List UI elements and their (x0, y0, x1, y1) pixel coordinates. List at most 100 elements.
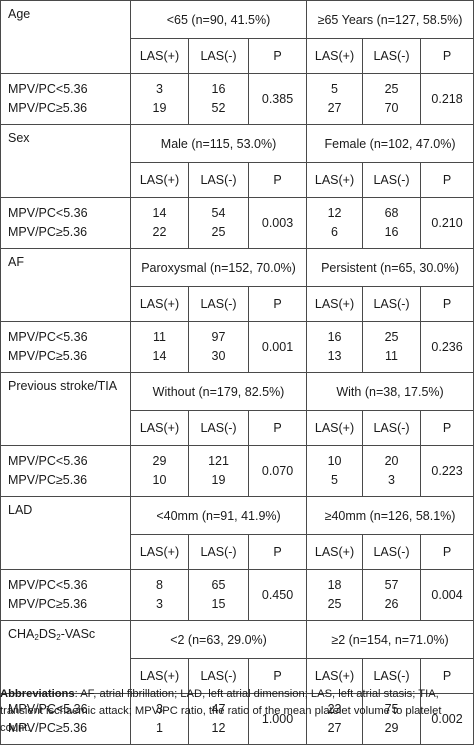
g1-p-value: 0.450 (247, 569, 308, 621)
g1-las-neg-value: 65 (211, 578, 226, 592)
col-header-las-pos: LAS(+) (306, 410, 364, 446)
g1-las-neg-value: 25 (211, 225, 226, 239)
g1-las-neg-value: 52 (211, 101, 226, 115)
group2-header: ≥2 (n=154, n=71.0%) (306, 620, 474, 659)
g1-las-pos-value: 10 (152, 473, 167, 487)
variable-label-part: DS (38, 627, 57, 641)
g2-las-pos: 5 27 (306, 73, 364, 125)
g2-las-neg-value: 3 (388, 473, 395, 487)
col-header-p: P (247, 534, 308, 570)
variable-label-part: 2 (56, 633, 61, 642)
section-header-row: CHA2DS2-VASc <2 (n=63, 29.0%) ≥2 (n=154, n… (0, 620, 474, 694)
group1-header: Paroxysmal (n=152, 70.0%) (129, 248, 308, 287)
g2-las-pos-value: 23 (327, 702, 342, 716)
col-header-las-pos: LAS(+) (130, 162, 189, 198)
col-header-las-neg: LAS(-) (362, 534, 422, 570)
table-row: MPV/PC<5.36 MPV/PC≥5.36 14 22 54 25 0.003 12 6 68… (0, 197, 474, 249)
g2-las-neg: 25 70 (362, 73, 422, 125)
group1-header: Male (n=115, 53.0%) (129, 124, 308, 163)
column-header-row: LAS(+) LAS(-) P LAS(+) LAS(-) P (1, 162, 474, 198)
g2-las-neg-value: 70 (384, 101, 399, 115)
footnote: Abbreviations: AF, atrial fibrillation; … (0, 686, 474, 737)
g2-las-neg-value: 75 (384, 702, 399, 716)
col-header-las-neg: LAS(-) (188, 286, 249, 322)
g1-las-neg: 54 25 (188, 197, 249, 249)
g1-las-neg-value: 54 (211, 206, 226, 220)
group1-header: <2 (n=63, 29.0%) (129, 620, 308, 659)
g1-las-pos-value: 3 (156, 82, 163, 96)
g2-las-neg-value: 57 (384, 578, 399, 592)
variable-label-part: -VASc (60, 627, 96, 641)
row-label: MPV/PC≥5.36 (8, 597, 88, 611)
col-header-las-pos: LAS(+) (130, 38, 189, 74)
g1-las-pos-value: 11 (153, 330, 166, 344)
col-header-las-pos: LAS(+) (306, 38, 364, 74)
g1-p-value: 0.003 (247, 197, 308, 249)
col-header-p: P (247, 162, 308, 198)
col-header-p: P (420, 534, 474, 570)
g2-las-pos-value: 18 (327, 578, 342, 592)
section-header-row: LAD <40mm (n=91, 41.9%) ≥40mm (n=126, 58.1… (0, 496, 474, 570)
g1-las-pos-value: 29 (152, 454, 167, 468)
g1-las-neg-value: 19 (211, 473, 226, 487)
variable-label: Previous stroke/TIA (0, 372, 131, 446)
g2-p-value: 0.218 (420, 73, 474, 125)
g2-las-neg-value: 25 (384, 330, 399, 344)
column-header-row: LAS(+) LAS(-) P LAS(+) LAS(-) P (1, 534, 474, 570)
row-labels: MPV/PC<5.36 MPV/PC≥5.36 (0, 321, 131, 373)
g1-las-neg-value: 16 (211, 82, 226, 96)
table-row: MPV/PC<5.36 MPV/PC≥5.36 8 3 65 15 0.450 18 25 57 2… (0, 569, 474, 621)
g2-las-pos: 12 6 (306, 197, 364, 249)
g2-las-neg: 68 16 (362, 197, 422, 249)
col-header-p: P (247, 38, 308, 74)
column-header-row: LAS(+) LAS(-) P LAS(+) LAS(-) P (1, 410, 474, 446)
row-label: MPV/PC<5.36 (8, 330, 88, 344)
g2-las-pos: 18 25 (306, 569, 364, 621)
g2-las-neg: 57 26 (362, 569, 422, 621)
table-row: MPV/PC<5.36 MPV/PC≥5.36 29 10 121 19 0.070 10 5 2… (0, 445, 474, 497)
col-header-p: P (420, 38, 474, 74)
g1-las-pos-value: 8 (156, 578, 163, 592)
group1-header: <40mm (n=91, 41.9%) (129, 496, 308, 535)
g1-las-pos: 3 19 (130, 73, 189, 125)
g2-las-neg-value: 25 (384, 82, 399, 96)
g1-las-pos-value: 3 (156, 597, 163, 611)
section-header-row: Age <65 (n=90, 41.5%) ≥65 Years (n=127, 58… (0, 0, 474, 74)
row-label: MPV/PC≥5.36 (8, 225, 88, 239)
section-header-row: Previous stroke/TIA Without (n=179, 82.5%… (0, 372, 474, 446)
row-labels: MPV/PC<5.36 MPV/PC≥5.36 (0, 197, 131, 249)
g2-las-neg: 20 3 (362, 445, 422, 497)
group2-header: With (n=38, 17.5%) (306, 372, 474, 411)
g2-las-pos-value: 13 (327, 349, 342, 363)
col-header-las-neg: LAS(-) (362, 162, 422, 198)
g1-las-neg-value: 97 (211, 330, 226, 344)
g1-las-pos: 29 10 (130, 445, 189, 497)
row-labels: MPV/PC<5.36 MPV/PC≥5.36 (0, 569, 131, 621)
row-labels: MPV/PC<5.36 MPV/PC≥5.36 (0, 73, 131, 125)
col-header-las-pos: LAS(+) (130, 410, 189, 446)
g1-las-neg: 16 52 (188, 73, 249, 125)
g2-las-pos-value: 16 (327, 330, 342, 344)
variable-label-part: 2 (34, 633, 39, 642)
variable-label-part: CHA (8, 627, 35, 641)
section-header-row: Sex Male (n=115, 53.0%) Female (n=102, 47.… (0, 124, 474, 198)
row-label: MPV/PC≥5.36 (8, 101, 88, 115)
variable-label: CHA2DS2-VASc (0, 620, 131, 694)
col-header-las-neg: LAS(-) (188, 410, 249, 446)
g2-las-pos-value: 25 (327, 597, 342, 611)
footnote-title: Abbreviations (0, 688, 75, 700)
g2-las-pos-value: 12 (327, 206, 342, 220)
col-header-las-neg: LAS(-) (188, 38, 249, 74)
table-row: MPV/PC<5.36 MPV/PC≥5.36 11 14 97 30 0.001 16 13 2… (0, 321, 474, 373)
group2-header: ≥40mm (n=126, 58.1%) (306, 496, 474, 535)
col-header-p: P (247, 286, 308, 322)
col-header-las-pos: LAS(+) (306, 534, 364, 570)
g2-p-value: 0.004 (420, 569, 474, 621)
row-label: MPV/PC<5.36 (8, 206, 88, 220)
column-header-row: LAS(+) LAS(-) P LAS(+) LAS(-) P (1, 286, 474, 322)
col-header-las-neg: LAS(-) (362, 410, 422, 446)
variable-label: AF (0, 248, 131, 322)
